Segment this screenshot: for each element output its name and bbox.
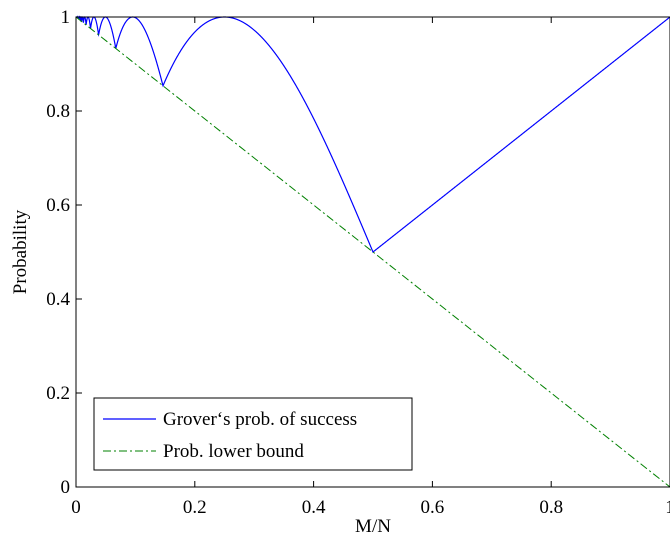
x-tick-label-3: 0.6 (421, 497, 445, 518)
legend-label-lower-bound: Prob. lower bound (163, 441, 304, 462)
y-tick-label-2: 0.4 (46, 289, 70, 310)
x-tick-label-4: 0.8 (539, 497, 563, 518)
legend-label-grover: Grover‘s prob. of success (163, 409, 357, 430)
y-tick-label-0: 0 (61, 477, 71, 498)
x-tick-label-0: 0 (71, 497, 81, 518)
x-tick-label-2: 0.4 (302, 497, 326, 518)
y-tick-label-3: 0.6 (46, 195, 70, 216)
tick-labels: 0 0.2 0.4 0.6 0.8 1 0 0.2 0.4 0.6 0.8 1 (46, 7, 670, 518)
y-axis-label: Probability (10, 209, 31, 294)
x-tick-label-1: 0.2 (183, 497, 207, 518)
plot-area-border (75, 16, 670, 488)
y-tick-label-1: 0.2 (46, 383, 70, 404)
y-tick-label-5: 1 (61, 7, 71, 28)
series-line-grover (75, 15, 670, 253)
legend-box (93, 397, 413, 471)
y-tick-label-4: 0.8 (46, 101, 70, 122)
axis-ticks (75, 16, 670, 488)
x-tick-label-5: 1 (665, 497, 670, 518)
series-line-lower-bound (75, 16, 670, 488)
legend: Grover‘s prob. of success Prob. lower bo… (93, 397, 413, 471)
x-axis-label: M/N (355, 516, 391, 537)
